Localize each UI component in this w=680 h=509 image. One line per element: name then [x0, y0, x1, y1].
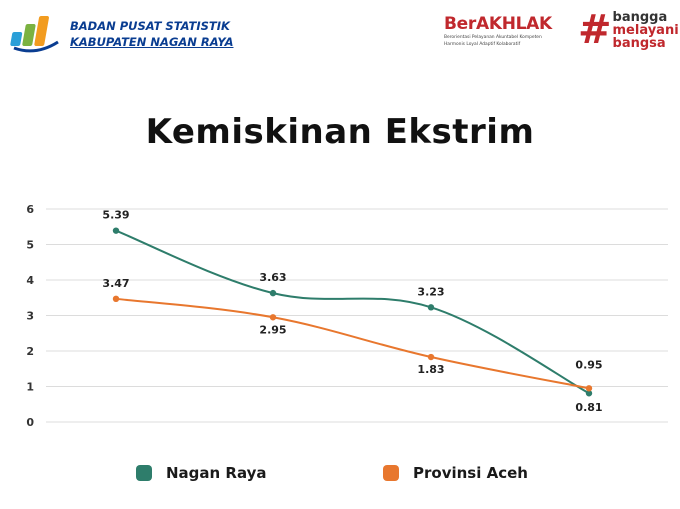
data-point-1-3: [585, 385, 593, 392]
data-label-0-1: 3.63: [259, 271, 286, 284]
hashtag-icon: #: [578, 7, 612, 53]
legend-swatch-nagan-raya: [136, 465, 152, 481]
data-label-0-3: 0.81: [575, 401, 602, 414]
data-label-0-0: 5.39: [102, 209, 129, 222]
bangga-line3: bangsa: [612, 35, 666, 51]
line-chart: 0 1 2 3 4 5 6 5.39 3.63 3.23 0.81 3.47 2.95 1.83 0.95: [26, 203, 668, 429]
legend-label-nagan-raya: Nagan Raya: [166, 464, 267, 482]
y-tick-label-3: 3: [26, 310, 34, 323]
series-line-1: [115, 297, 590, 390]
y-tick-label-1: 1: [26, 381, 34, 394]
legend-item-provinsi-aceh: Provinsi Aceh: [383, 464, 528, 482]
data-point-0-1: [269, 289, 277, 297]
data-label-1-3: 0.95: [575, 358, 602, 371]
data-point-0-3: [585, 390, 593, 397]
legend-label-provinsi-aceh: Provinsi Aceh: [413, 464, 528, 482]
data-label-0-2: 3.23: [417, 285, 444, 298]
data-label-1-0: 3.47: [102, 277, 129, 290]
data-point-0-2: [427, 304, 435, 311]
bangga-line2: melayani: [612, 22, 679, 38]
legend-item-nagan-raya: Nagan Raya: [136, 464, 267, 482]
berakhlak-wordmark: BerAKHLAK: [444, 14, 552, 34]
data-point-1-2: [427, 353, 435, 361]
legend-swatch-provinsi-aceh: [383, 465, 399, 481]
data-point-1-1: [269, 314, 277, 321]
data-point-0-0: [112, 227, 120, 234]
y-tick-label-5: 5: [26, 239, 34, 252]
chart-title: Kemiskinan Ekstrim: [145, 112, 535, 152]
data-label-1-2: 1.83: [417, 363, 444, 376]
berakhlak-tagline-2: Harmonis Loyal Adaptif Kolaboratif: [444, 42, 521, 47]
org-name-line1: BADAN PUSAT STATISTIK: [70, 19, 230, 33]
bps-logo-icon: [10, 16, 59, 53]
y-tick-label-4: 4: [26, 274, 34, 287]
bangga-melayani-logo: # bangga melayani bangsa: [578, 10, 679, 50]
data-point-1-0: [112, 295, 120, 303]
data-label-1-1: 2.95: [259, 323, 286, 336]
y-tick-label-6: 6: [26, 203, 34, 216]
y-tick-label-2: 2: [26, 345, 34, 358]
berakhlak-logo: BerAKHLAK Berorientasi Pelayanan Akuntab…: [444, 14, 568, 48]
bangga-line1: bangga: [612, 9, 668, 25]
org-name-line2: KABUPATEN NAGAN RAYA: [70, 35, 234, 49]
y-tick-label-0: 0: [26, 416, 34, 429]
series-line-0: [115, 229, 590, 395]
bps-header: BADAN PUSAT STATISTIK KABUPATEN NAGAN RA…: [10, 12, 233, 56]
berakhlak-tagline-1: Berorientasi Pelayanan Akuntabel Kompete…: [444, 35, 542, 40]
